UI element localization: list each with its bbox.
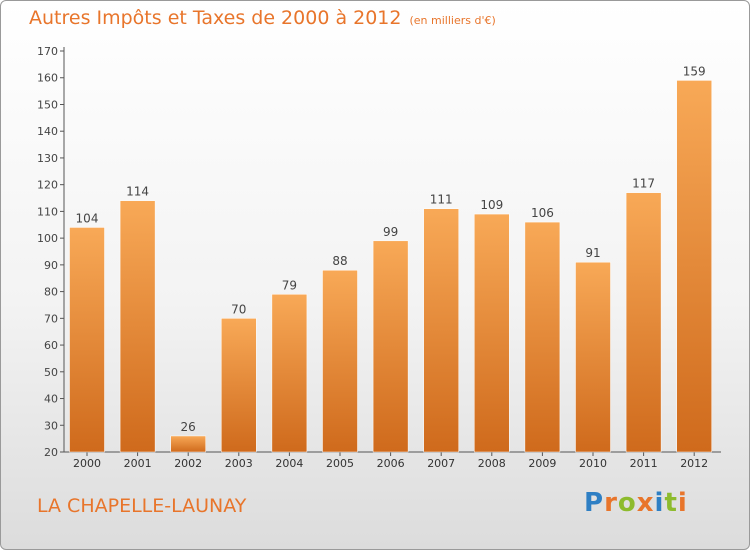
proxiti-logo: Proxiti bbox=[584, 488, 688, 518]
logo-letter: i bbox=[654, 488, 665, 518]
y-tick-label: 80 bbox=[44, 286, 58, 299]
chart-title-unit: (en milliers d'€) bbox=[409, 14, 496, 27]
logo-letter: t bbox=[664, 488, 678, 518]
y-tick-label: 160 bbox=[37, 72, 58, 85]
data-label: 114 bbox=[126, 185, 149, 199]
y-tick-label: 120 bbox=[37, 179, 58, 192]
x-tick-label: 2011 bbox=[630, 457, 658, 470]
bar bbox=[625, 192, 662, 453]
y-tick-label: 30 bbox=[44, 419, 58, 432]
bar bbox=[676, 80, 712, 453]
bar bbox=[170, 435, 206, 453]
y-tick-label: 20 bbox=[44, 446, 58, 459]
x-tick-label: 2000 bbox=[73, 457, 101, 470]
bar bbox=[575, 261, 611, 453]
y-tick-label: 130 bbox=[37, 152, 58, 165]
y-tick-label: 150 bbox=[37, 98, 58, 111]
logo-letter: x bbox=[636, 488, 655, 518]
logo-letter: P bbox=[584, 488, 605, 518]
y-tick-label: 110 bbox=[37, 205, 58, 218]
logo-letter: i bbox=[677, 488, 688, 518]
x-tick-label: 2003 bbox=[225, 457, 253, 470]
commune-name: LA CHAPELLE-LAUNAY bbox=[37, 495, 247, 517]
y-tick-label: 90 bbox=[44, 259, 58, 272]
bar bbox=[69, 227, 105, 453]
data-label: 104 bbox=[76, 211, 99, 225]
bar bbox=[322, 269, 358, 453]
x-tick-label: 2002 bbox=[174, 457, 202, 470]
y-tick-label: 70 bbox=[44, 312, 58, 325]
data-label: 109 bbox=[480, 198, 503, 212]
x-tick-label: 2012 bbox=[680, 457, 708, 470]
data-label: 106 bbox=[531, 206, 554, 220]
data-label: 88 bbox=[332, 254, 347, 268]
bar bbox=[474, 213, 510, 453]
x-tick-label: 2010 bbox=[579, 457, 607, 470]
bar bbox=[423, 208, 459, 453]
data-label: 111 bbox=[430, 193, 453, 207]
bar bbox=[119, 200, 156, 453]
data-label: 91 bbox=[585, 246, 600, 260]
x-tick-label: 2007 bbox=[427, 457, 455, 470]
bar bbox=[221, 318, 257, 453]
y-tick-label: 100 bbox=[37, 232, 58, 245]
y-tick-label: 50 bbox=[44, 366, 58, 379]
x-tick-label: 2004 bbox=[275, 457, 303, 470]
data-label: 26 bbox=[181, 420, 196, 434]
y-tick-label: 140 bbox=[37, 125, 58, 138]
data-label: 99 bbox=[383, 225, 398, 239]
chart-title-main: Autres Impôts et Taxes de 2000 à 2012 bbox=[29, 7, 402, 29]
data-label: 117 bbox=[632, 177, 655, 191]
y-tick-label: 40 bbox=[44, 393, 58, 406]
logo-letter: o bbox=[617, 488, 637, 518]
data-label: 79 bbox=[282, 278, 297, 292]
chart-title: Autres Impôts et Taxes de 2000 à 2012 (en… bbox=[29, 7, 496, 29]
data-label: 70 bbox=[231, 302, 246, 316]
x-tick-label: 2008 bbox=[478, 457, 506, 470]
y-tick-label: 60 bbox=[44, 339, 58, 352]
bar bbox=[372, 240, 409, 453]
x-tick-label: 2001 bbox=[124, 457, 152, 470]
y-tick-label: 170 bbox=[37, 45, 58, 58]
bar bbox=[271, 294, 308, 453]
x-tick-label: 2006 bbox=[377, 457, 405, 470]
data-label: 159 bbox=[683, 64, 706, 78]
x-tick-label: 2009 bbox=[528, 457, 556, 470]
logo-letter: r bbox=[604, 488, 618, 518]
x-tick-label: 2005 bbox=[326, 457, 354, 470]
bar bbox=[524, 221, 561, 453]
